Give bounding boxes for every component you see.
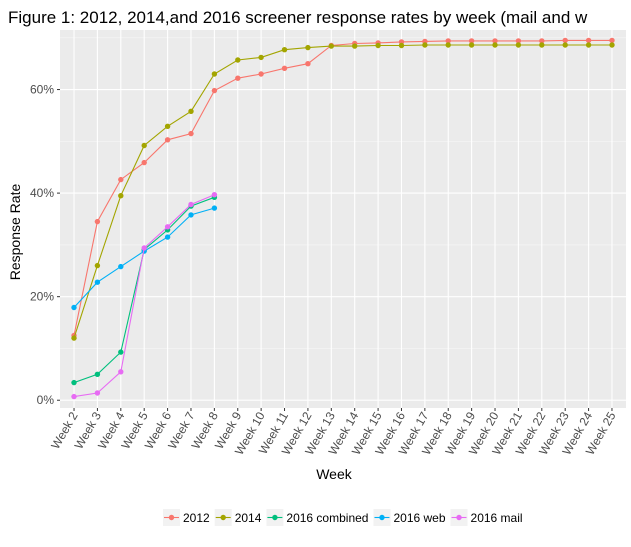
- data-point: [118, 369, 124, 375]
- legend-item: 2016 combined: [266, 509, 368, 526]
- data-point: [398, 42, 405, 49]
- data-point: [188, 212, 194, 218]
- data-point: [422, 42, 428, 48]
- data-point: [539, 42, 545, 48]
- data-point: [141, 142, 147, 149]
- data-point: [211, 192, 218, 198]
- legend-item: 2012: [163, 509, 210, 526]
- data-point: [94, 390, 101, 396]
- legend-key-point: [456, 514, 462, 521]
- data-point: [352, 43, 358, 49]
- data-point: [258, 54, 264, 61]
- gridlines: [60, 30, 626, 408]
- legend-label: 2016 mail: [471, 511, 523, 525]
- legend-key-point: [220, 514, 226, 521]
- data-point: [94, 262, 101, 269]
- data-point: [71, 335, 77, 341]
- data-point: [164, 137, 171, 143]
- data-point: [71, 304, 77, 311]
- legend-label: 2012: [183, 511, 210, 525]
- legend-key-point: [168, 514, 175, 521]
- data-point: [375, 42, 381, 49]
- data-point: [164, 234, 171, 240]
- data-point: [164, 123, 171, 129]
- legend-label: 2014: [235, 511, 262, 525]
- data-point: [164, 224, 171, 230]
- data-point: [562, 42, 568, 48]
- data-point: [118, 263, 124, 270]
- data-point: [539, 38, 545, 44]
- data-point: [71, 379, 77, 386]
- data-point: [492, 38, 498, 44]
- data-point: [94, 371, 101, 377]
- data-point: [515, 42, 522, 48]
- data-point: [94, 218, 101, 225]
- data-point: [141, 159, 147, 166]
- data-point: [118, 176, 124, 183]
- data-point: [188, 201, 194, 208]
- data-point: [585, 42, 592, 48]
- data-point: [211, 205, 218, 211]
- data-point: [281, 65, 288, 72]
- data-point: [71, 393, 77, 400]
- legend-item: 2014: [214, 509, 262, 526]
- series-layer: [71, 37, 615, 400]
- legend-item: 2016 mail: [450, 509, 523, 526]
- legend-label: 2016 combined: [286, 511, 368, 525]
- data-point: [211, 87, 218, 94]
- data-point: [585, 37, 592, 44]
- series-2014: [71, 42, 615, 341]
- legend-key-point: [272, 514, 278, 521]
- y-tick-label: 60%: [30, 83, 54, 97]
- y-tick-label: 0%: [37, 393, 55, 407]
- series-line: [73, 44, 612, 339]
- data-point: [445, 42, 451, 48]
- data-point: [468, 42, 475, 48]
- data-point: [468, 38, 475, 44]
- series-line: [73, 39, 612, 336]
- y-axis-title: Response Rate: [7, 184, 23, 281]
- chart-title: Figure 1: 2012, 2014,and 2016 screener r…: [8, 8, 588, 27]
- legend: 2012 2014 2016 combined 2016 web 2016 mail: [163, 509, 523, 526]
- data-point: [609, 42, 615, 48]
- series-2016-mail: [71, 192, 218, 400]
- data-point: [118, 193, 124, 199]
- data-point: [188, 108, 194, 115]
- data-point: [562, 37, 568, 44]
- data-point: [445, 38, 451, 44]
- plot-panel: [60, 30, 626, 408]
- legend-item: 2016 web: [373, 509, 446, 526]
- data-point: [235, 75, 241, 81]
- data-point: [188, 130, 194, 137]
- legend-label: 2016 web: [393, 511, 445, 525]
- data-point: [492, 42, 498, 48]
- data-point: [235, 57, 241, 63]
- data-point: [94, 279, 101, 285]
- y-tick-label: 20%: [30, 290, 54, 304]
- data-point: [305, 44, 311, 51]
- data-point: [211, 71, 218, 77]
- data-point: [281, 47, 288, 53]
- data-point: [305, 61, 311, 67]
- data-point: [258, 71, 264, 77]
- data-point: [328, 43, 334, 49]
- data-point: [141, 245, 147, 251]
- x-axis-title: Week: [316, 466, 353, 482]
- data-point: [118, 349, 124, 355]
- y-tick-label: 40%: [30, 186, 54, 200]
- data-point: [515, 38, 522, 44]
- data-point: [609, 37, 615, 44]
- legend-key-point: [379, 514, 385, 521]
